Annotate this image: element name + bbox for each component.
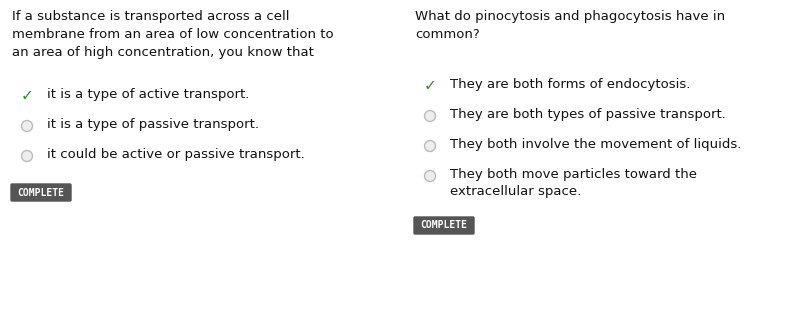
- Text: ✓: ✓: [21, 88, 34, 103]
- Circle shape: [425, 111, 435, 121]
- Circle shape: [22, 151, 33, 161]
- FancyBboxPatch shape: [414, 217, 474, 234]
- Text: it is a type of passive transport.: it is a type of passive transport.: [47, 118, 259, 131]
- Text: COMPLETE: COMPLETE: [421, 221, 467, 230]
- Text: it is a type of active transport.: it is a type of active transport.: [47, 88, 250, 101]
- Text: it could be active or passive transport.: it could be active or passive transport.: [47, 148, 305, 161]
- Text: COMPLETE: COMPLETE: [18, 187, 65, 197]
- Circle shape: [425, 171, 435, 182]
- Text: If a substance is transported across a cell
membrane from an area of low concent: If a substance is transported across a c…: [12, 10, 334, 59]
- Text: What do pinocytosis and phagocytosis have in
common?: What do pinocytosis and phagocytosis hav…: [415, 10, 725, 41]
- Text: They are both types of passive transport.: They are both types of passive transport…: [450, 108, 726, 121]
- Text: They both involve the movement of liquids.: They both involve the movement of liquid…: [450, 138, 742, 151]
- Text: ✓: ✓: [424, 79, 436, 94]
- Circle shape: [425, 140, 435, 152]
- FancyBboxPatch shape: [11, 184, 71, 201]
- Text: They are both forms of endocytosis.: They are both forms of endocytosis.: [450, 78, 690, 91]
- Text: They both move particles toward the
extracellular space.: They both move particles toward the extr…: [450, 168, 697, 198]
- Circle shape: [22, 120, 33, 132]
